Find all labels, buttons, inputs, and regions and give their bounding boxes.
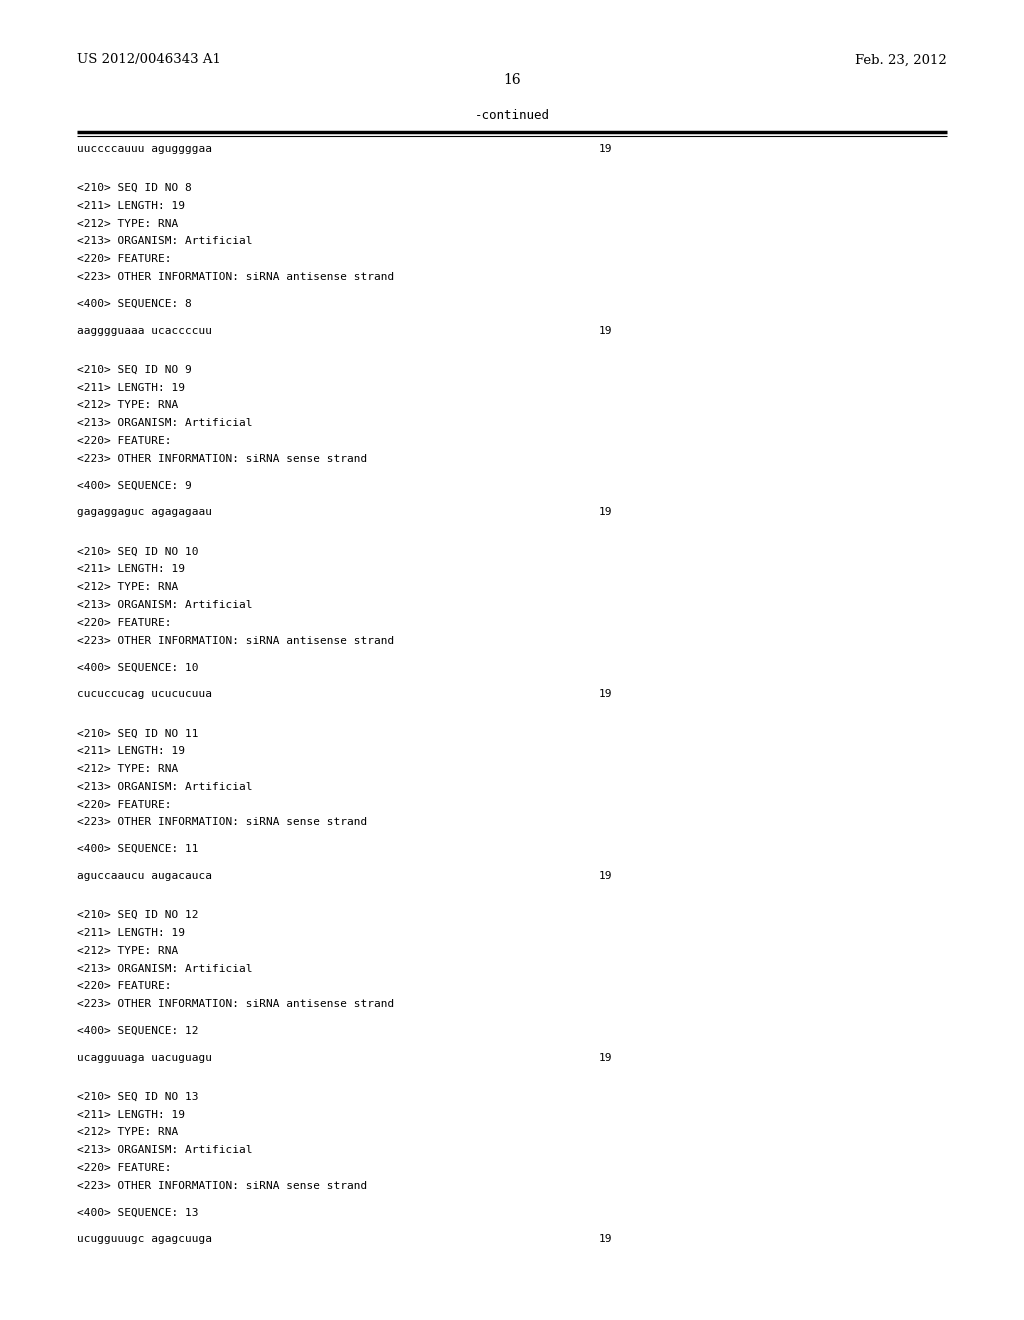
Text: ucagguuaga uacuguagu: ucagguuaga uacuguagu [77,1052,212,1063]
Text: uuccccauuu aguggggaa: uuccccauuu aguggggaa [77,144,212,154]
Text: <210> SEQ ID NO 10: <210> SEQ ID NO 10 [77,546,199,557]
Text: <213> ORGANISM: Artificial: <213> ORGANISM: Artificial [77,1146,252,1155]
Text: <212> TYPE: RNA: <212> TYPE: RNA [77,1127,178,1138]
Text: <400> SEQUENCE: 11: <400> SEQUENCE: 11 [77,843,199,854]
Text: <211> LENGTH: 19: <211> LENGTH: 19 [77,201,184,211]
Text: cucuccucag ucucucuua: cucuccucag ucucucuua [77,689,212,700]
Text: 19: 19 [599,507,612,517]
Text: <213> ORGANISM: Artificial: <213> ORGANISM: Artificial [77,781,252,792]
Text: <223> OTHER INFORMATION: siRNA antisense strand: <223> OTHER INFORMATION: siRNA antisense… [77,636,394,645]
Text: <220> FEATURE:: <220> FEATURE: [77,436,171,446]
Text: ucugguuugc agagcuuga: ucugguuugc agagcuuga [77,1234,212,1245]
Text: <210> SEQ ID NO 13: <210> SEQ ID NO 13 [77,1092,199,1102]
Text: <210> SEQ ID NO 9: <210> SEQ ID NO 9 [77,364,191,375]
Text: <220> FEATURE:: <220> FEATURE: [77,1163,171,1173]
Text: 19: 19 [599,871,612,880]
Text: <211> LENGTH: 19: <211> LENGTH: 19 [77,746,184,756]
Text: aagggguaaa ucaccccuu: aagggguaaa ucaccccuu [77,326,212,335]
Text: <400> SEQUENCE: 12: <400> SEQUENCE: 12 [77,1026,199,1036]
Text: <212> TYPE: RNA: <212> TYPE: RNA [77,400,178,411]
Text: <212> TYPE: RNA: <212> TYPE: RNA [77,764,178,774]
Text: <213> ORGANISM: Artificial: <213> ORGANISM: Artificial [77,964,252,974]
Text: <400> SEQUENCE: 8: <400> SEQUENCE: 8 [77,298,191,309]
Text: <220> FEATURE:: <220> FEATURE: [77,981,171,991]
Text: <223> OTHER INFORMATION: siRNA sense strand: <223> OTHER INFORMATION: siRNA sense str… [77,1181,367,1191]
Text: <211> LENGTH: 19: <211> LENGTH: 19 [77,928,184,939]
Text: 19: 19 [599,689,612,700]
Text: <211> LENGTH: 19: <211> LENGTH: 19 [77,1110,184,1119]
Text: Feb. 23, 2012: Feb. 23, 2012 [855,53,947,66]
Text: <400> SEQUENCE: 9: <400> SEQUENCE: 9 [77,480,191,491]
Text: <210> SEQ ID NO 11: <210> SEQ ID NO 11 [77,729,199,738]
Text: <212> TYPE: RNA: <212> TYPE: RNA [77,945,178,956]
Text: <220> FEATURE:: <220> FEATURE: [77,800,171,809]
Text: <223> OTHER INFORMATION: siRNA sense strand: <223> OTHER INFORMATION: siRNA sense str… [77,817,367,828]
Text: 19: 19 [599,326,612,335]
Text: 16: 16 [503,74,521,87]
Text: <220> FEATURE:: <220> FEATURE: [77,618,171,628]
Text: <213> ORGANISM: Artificial: <213> ORGANISM: Artificial [77,236,252,247]
Text: <212> TYPE: RNA: <212> TYPE: RNA [77,219,178,228]
Text: aguccaaucu augacauca: aguccaaucu augacauca [77,871,212,880]
Text: <223> OTHER INFORMATION: siRNA antisense strand: <223> OTHER INFORMATION: siRNA antisense… [77,999,394,1010]
Text: <213> ORGANISM: Artificial: <213> ORGANISM: Artificial [77,601,252,610]
Text: <210> SEQ ID NO 12: <210> SEQ ID NO 12 [77,909,199,920]
Text: US 2012/0046343 A1: US 2012/0046343 A1 [77,53,221,66]
Text: <213> ORGANISM: Artificial: <213> ORGANISM: Artificial [77,418,252,428]
Text: -continued: -continued [474,108,550,121]
Text: <210> SEQ ID NO 8: <210> SEQ ID NO 8 [77,183,191,193]
Text: 19: 19 [599,1052,612,1063]
Text: <212> TYPE: RNA: <212> TYPE: RNA [77,582,178,593]
Text: <400> SEQUENCE: 10: <400> SEQUENCE: 10 [77,663,199,672]
Text: 19: 19 [599,144,612,154]
Text: <211> LENGTH: 19: <211> LENGTH: 19 [77,565,184,574]
Text: 19: 19 [599,1234,612,1245]
Text: <223> OTHER INFORMATION: siRNA antisense strand: <223> OTHER INFORMATION: siRNA antisense… [77,272,394,282]
Text: <220> FEATURE:: <220> FEATURE: [77,255,171,264]
Text: <400> SEQUENCE: 13: <400> SEQUENCE: 13 [77,1208,199,1217]
Text: <223> OTHER INFORMATION: siRNA sense strand: <223> OTHER INFORMATION: siRNA sense str… [77,454,367,463]
Text: gagaggaguc agagagaau: gagaggaguc agagagaau [77,507,212,517]
Text: <211> LENGTH: 19: <211> LENGTH: 19 [77,383,184,392]
